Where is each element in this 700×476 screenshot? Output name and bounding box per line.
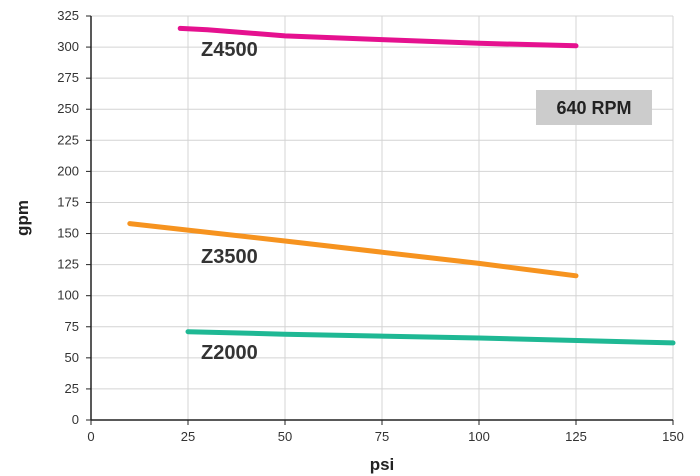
x-tick-labels: 0 25 50 75 100 125 150 [87, 420, 684, 444]
x-tick-label: 0 [87, 429, 94, 444]
y-tick-labels: 0 25 50 75 100 125 150 175 200 225 250 275 300 325 [57, 8, 91, 427]
x-tick-label: 150 [662, 429, 684, 444]
x-tick-label: 100 [468, 429, 490, 444]
rpm-annotation-text: 640 RPM [556, 98, 631, 118]
series-label-z3500: Z3500 [201, 246, 258, 268]
series-label-z4500: Z4500 [201, 39, 258, 61]
rpm-annotation-box [536, 90, 652, 125]
series-line-z3500 [127, 221, 579, 279]
y-tick-label: 75 [65, 319, 79, 334]
x-tick-label: 25 [181, 429, 195, 444]
x-tick-label: 125 [565, 429, 587, 444]
x-tick-label: 50 [278, 429, 292, 444]
series-line-z2000 [185, 329, 676, 346]
series-labels: Z4500 Z3500 Z2000 [201, 39, 258, 364]
grid-lines [91, 15, 674, 420]
y-tick-label: 225 [57, 132, 79, 147]
y-tick-label: 300 [57, 39, 79, 54]
y-tick-label: 100 [57, 288, 79, 303]
y-tick-label: 150 [57, 226, 79, 241]
series-lines [127, 25, 676, 346]
x-tick-label: 75 [375, 429, 389, 444]
series-label-z2000: Z2000 [201, 342, 258, 364]
y-tick-label: 175 [57, 194, 79, 209]
y-axis-title: gpm [13, 200, 32, 236]
y-tick-label: 325 [57, 8, 79, 23]
y-tick-label: 275 [57, 70, 79, 85]
y-tick-label: 200 [57, 163, 79, 178]
y-tick-label: 0 [72, 412, 79, 427]
series-line-z4500 [177, 25, 579, 49]
y-tick-label: 250 [57, 101, 79, 116]
y-tick-label: 25 [65, 381, 79, 396]
x-axis-title: psi [370, 455, 395, 474]
y-tick-label: 50 [65, 350, 79, 365]
y-tick-label: 125 [57, 257, 79, 272]
rpm-annotation: 640 RPM [536, 90, 652, 125]
